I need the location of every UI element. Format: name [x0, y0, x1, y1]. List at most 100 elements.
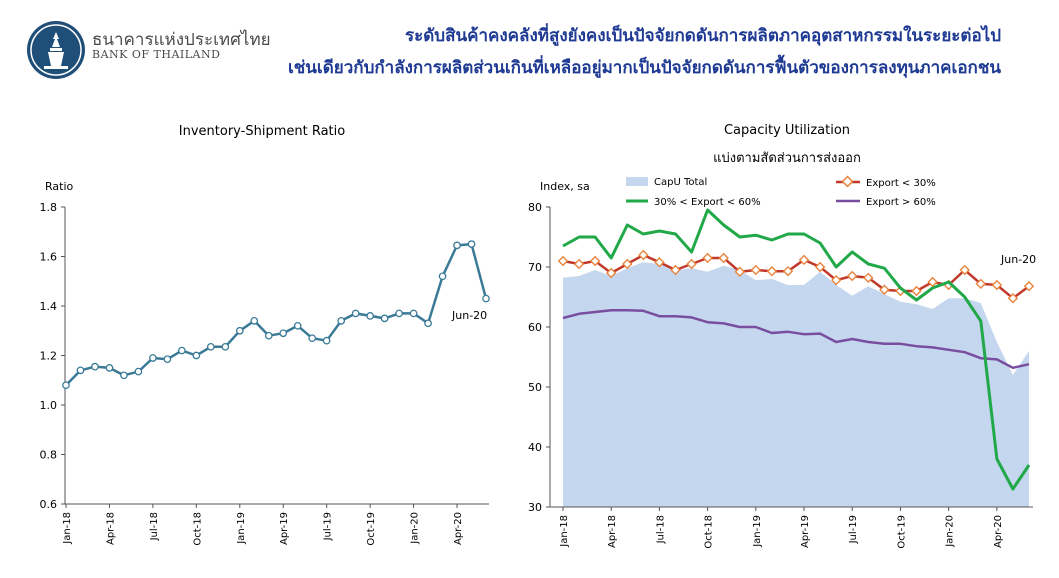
ratio-point [206, 342, 215, 351]
legend-marker-export-low [841, 175, 854, 188]
export-low-point [718, 252, 729, 264]
ratio-point [424, 319, 432, 328]
ratio-point [105, 364, 114, 372]
annotation-jun20: Jun-20 [451, 309, 487, 322]
export-low-point [670, 264, 681, 276]
y-tick-label: 60 [528, 321, 542, 334]
ratio-point [192, 351, 201, 360]
export-low-point [814, 261, 826, 273]
ratio-point [76, 366, 85, 375]
bank-logo [27, 21, 85, 79]
x-tick-label: Jan-19 [236, 512, 247, 545]
x-tick-label: Jan-20 [410, 512, 421, 545]
export-low-point [911, 285, 922, 297]
y-tick-label: 80 [528, 201, 542, 214]
y-tick-label: 70 [528, 261, 542, 274]
inventory-shipment-chart: Inventory-Shipment Ratio Ratio 0.6 0.8 1.0… [40, 124, 490, 546]
ratio-point [293, 321, 302, 330]
y-tick-label: 50 [528, 381, 542, 394]
export-low-point [1007, 292, 1019, 304]
export-low-point [798, 254, 810, 266]
x-tick-label: Apr-18 [607, 515, 618, 548]
x-tick-label: Jul-18 [655, 515, 666, 544]
chart-title: Inventory-Shipment Ratio [179, 124, 345, 139]
ratio-point [91, 362, 99, 371]
ratio-point [438, 272, 447, 281]
legend-label-export-low: Export < 30% [866, 178, 936, 189]
legend: CapU Total 30% < Export < 60% Export < 3… [626, 175, 936, 208]
headline-line-2: เช่นเดียวกับกำลังการผลิตส่วนเกินที่เหลือ… [287, 58, 1001, 78]
x-tick-label: Jan-20 [945, 515, 956, 548]
x-tick-label: Apr-19 [800, 515, 811, 548]
ratio-point [279, 329, 288, 338]
legend-label-capu: CapU Total [654, 177, 707, 188]
x-tick-label: Apr-18 [105, 512, 116, 545]
x-tick-label: Apr-20 [453, 512, 464, 545]
y-tick-label: 1.4 [40, 300, 58, 313]
ratio-point [308, 334, 317, 343]
legend-label-export-mid: 30% < Export < 60% [654, 197, 761, 208]
legend-label-export-high: Export > 60% [866, 197, 936, 208]
y-tick-label: 1.2 [40, 350, 58, 363]
ratio-point [264, 331, 273, 340]
export-low-point [750, 264, 762, 276]
ratio-point [395, 309, 403, 318]
export-low-point [622, 258, 633, 270]
x-tick-label: Oct-19 [896, 515, 907, 549]
export-low-point [830, 274, 842, 286]
ratio-series-line [65, 242, 488, 387]
y-tick-label: 40 [528, 441, 542, 454]
ratio-point [178, 346, 186, 355]
annotation-jun20: Jun-20 [1000, 253, 1036, 266]
export-low-point [991, 279, 1003, 291]
export-low-point [1023, 280, 1035, 292]
export-low-point [654, 256, 665, 268]
bank-name-english: BANK OF THAILAND [92, 48, 221, 61]
capu-total-area [563, 262, 1029, 507]
y-tick-label: 0.6 [40, 498, 58, 511]
bank-name-thai: ธนาคารแห่งประเทศไทย [92, 30, 271, 50]
export-low-point [959, 264, 970, 276]
ratio-point [322, 336, 331, 345]
x-tick-label: Oct-18 [192, 512, 203, 546]
x-tick-label: Jan-18 [62, 512, 73, 545]
capacity-utilization-chart: Capacity Utilization แบ่งตามสัดส่วนการส่… [528, 123, 1036, 549]
export-low-point [782, 265, 794, 277]
ratio-point [409, 309, 418, 318]
ratio-point [134, 367, 143, 376]
export-low-point [766, 265, 778, 277]
y-tick-label: 30 [528, 501, 542, 514]
ratio-point [380, 314, 389, 323]
y-tick-label: 1.8 [40, 201, 58, 214]
export-low-point [927, 276, 938, 288]
export-low-point [605, 267, 617, 279]
x-tick-label: Jan-18 [559, 515, 570, 548]
ratio-point [221, 342, 230, 351]
x-tick-label: Apr-20 [993, 515, 1004, 548]
x-tick-label: Jul-18 [149, 512, 160, 541]
ratio-point [62, 381, 70, 390]
y-axis-label: Index, sa [540, 180, 590, 193]
ratio-point [467, 240, 476, 248]
ratio-point [366, 312, 374, 320]
ratio-point [120, 371, 128, 380]
export-mid-line [562, 208, 1031, 491]
export-low-point [879, 284, 890, 296]
y-tick-label: 0.8 [40, 449, 58, 462]
y-tick-label: 1.0 [40, 399, 58, 412]
ratio-point [337, 317, 346, 325]
ratio-point [149, 354, 157, 362]
x-tick-label: Oct-19 [366, 512, 377, 546]
y-tick-label: 1.6 [40, 251, 58, 264]
ratio-point [453, 241, 461, 250]
export-low-point [686, 258, 697, 270]
export-low-point [702, 252, 713, 264]
x-tick-label: Jul-19 [323, 512, 334, 541]
export-low-point [863, 272, 874, 284]
x-tick-label: Oct-18 [704, 515, 715, 549]
export-low-point [638, 249, 649, 261]
headline-line-1: ระดับสินค้าคงคลังที่สูงยังคงเป็นปัจจัยกด… [405, 26, 1001, 46]
ratio-point [163, 355, 172, 364]
export-low-point [975, 278, 987, 290]
export-low-point [557, 255, 569, 267]
